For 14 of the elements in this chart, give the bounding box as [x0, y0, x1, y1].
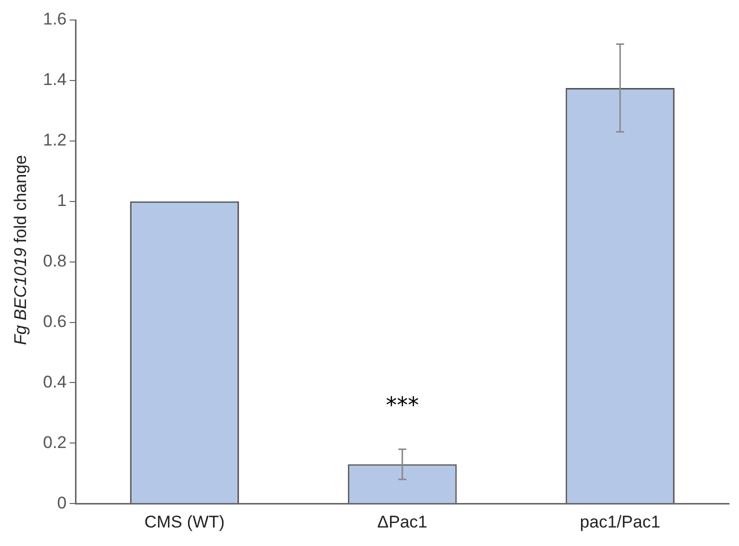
y-tick-label: 1 [57, 191, 67, 210]
y-tick-label: 0 [57, 493, 67, 512]
x-tick-label: pac1/Pac1 [580, 512, 660, 532]
x-tick-label: ΔPac1 [377, 512, 428, 532]
y-tick-label: 1.2 [42, 130, 67, 150]
y-tick-label: 1.4 [42, 70, 67, 90]
x-tick-label: CMS (WT) [144, 512, 225, 532]
y-tick-label: 0.8 [42, 251, 67, 270]
y-tick-label: 0.6 [42, 312, 67, 331]
y-tick-label: 0.4 [42, 372, 67, 392]
y-axis-title: Fg BEC1019 fold change [11, 155, 30, 345]
y-tick-label: 0.2 [42, 432, 67, 452]
y-tick-label: 1.6 [42, 10, 67, 29]
annotation: *** [386, 394, 419, 419]
